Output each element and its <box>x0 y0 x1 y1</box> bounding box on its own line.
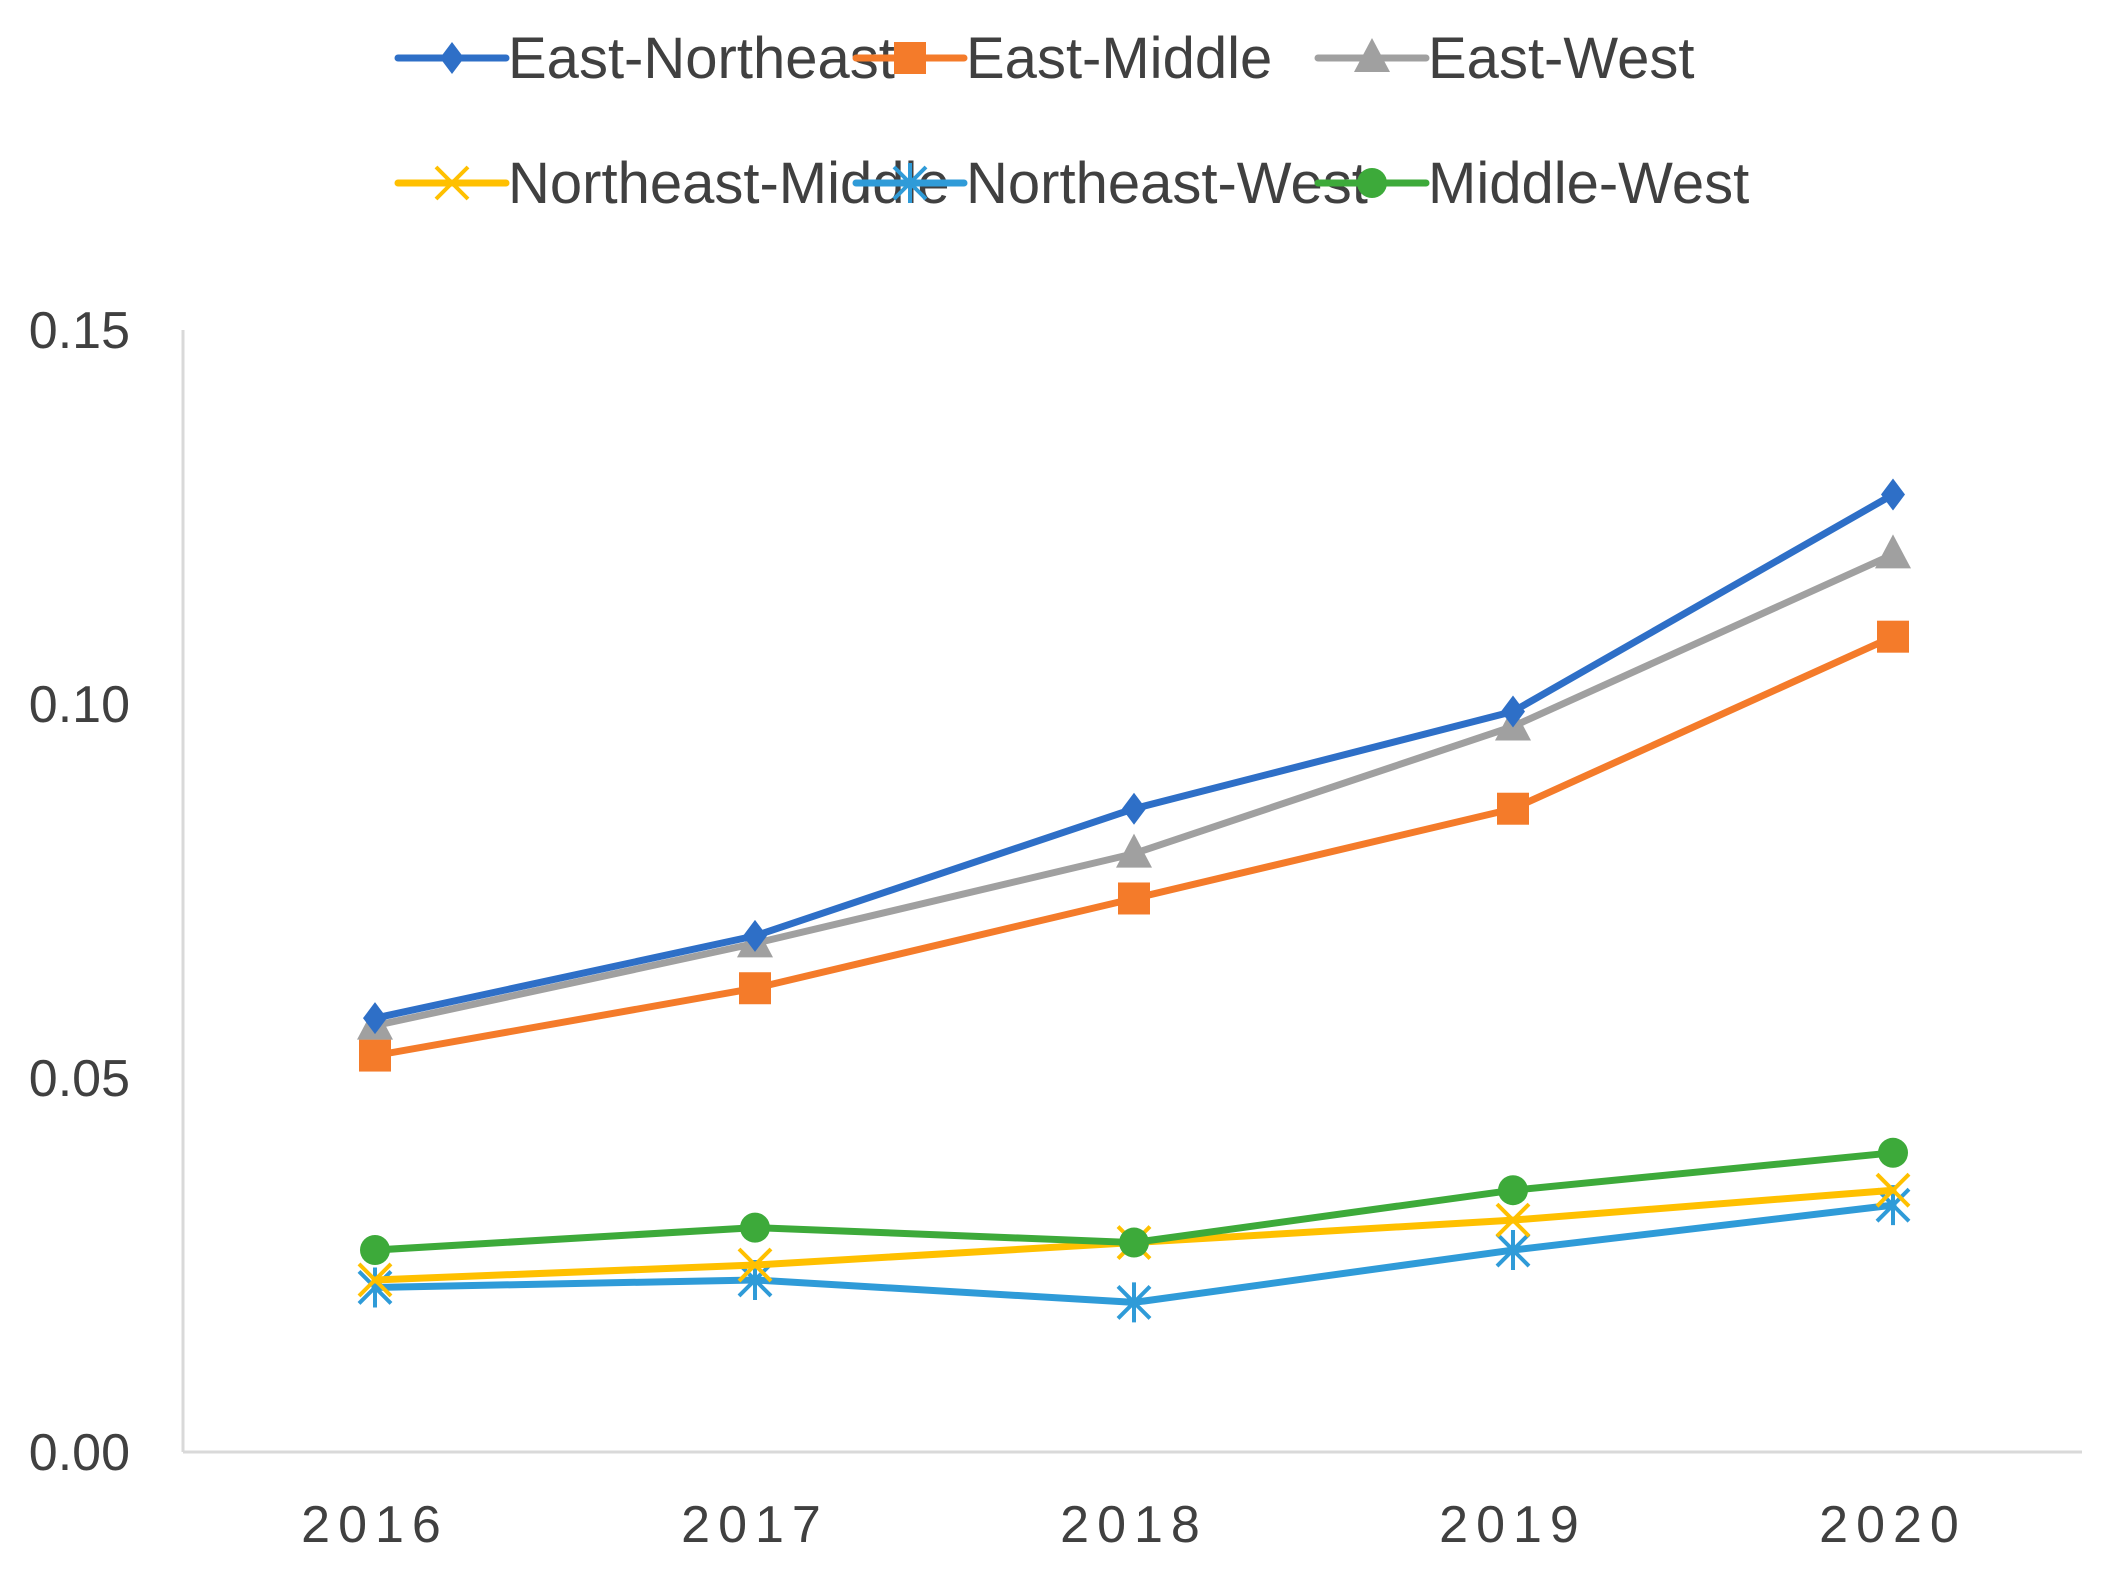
data-point-east-middle <box>359 1039 391 1072</box>
x-tick-label: 2020 <box>1819 1496 1967 1554</box>
data-point-east-northeast <box>363 1002 387 1035</box>
x-tick-label: 2018 <box>1060 1496 1208 1554</box>
series-east-northeast <box>363 478 1905 1035</box>
legend-marker-east-northeast <box>440 42 464 74</box>
y-tick-label: 0.00 <box>29 1424 130 1482</box>
x-tick-label: 2016 <box>301 1496 449 1554</box>
legend-item-middle-west: Middle-West <box>1314 151 1749 216</box>
data-point-northeast-middle <box>1495 1202 1531 1238</box>
y-tick-label: 0.10 <box>29 676 130 734</box>
data-point-east-middle <box>739 972 771 1005</box>
legend-label-east-middle: East-Middle <box>966 26 1272 91</box>
data-point-northeast-middle <box>1875 1172 1911 1208</box>
data-point-northeast-west <box>1116 1282 1152 1323</box>
chart-legend: East-Northeast East-Middle East-West Northe… <box>394 26 1749 216</box>
y-axis-ticks: 0.00 0.05 0.10 0.15 <box>29 302 130 1482</box>
series-east-west <box>357 534 1911 1040</box>
x-tick-label: 2017 <box>681 1496 829 1554</box>
data-point-middle-west <box>1119 1227 1149 1258</box>
data-point-east-west <box>1116 833 1152 868</box>
data-point-east-west <box>1875 534 1911 569</box>
x-axis-ticks: 2016 2017 2018 2019 2020 <box>301 1496 1967 1554</box>
y-tick-label: 0.15 <box>29 302 130 360</box>
series-northeast-west <box>357 1185 1911 1323</box>
legend-marker-east-middle <box>894 42 926 74</box>
legend-marker-east-west <box>1354 38 1390 72</box>
series-east-middle <box>359 620 1909 1072</box>
data-point-middle-west <box>360 1235 390 1266</box>
legend-item-east-middle: East-Middle <box>852 26 1272 91</box>
data-point-middle-west <box>740 1212 770 1243</box>
series-middle-west <box>360 1137 1908 1266</box>
data-point-east-middle <box>1877 620 1909 653</box>
legend-label-east-west: East-West <box>1428 26 1694 91</box>
y-tick-label: 0.05 <box>29 1050 130 1108</box>
data-point-northeast-middle <box>357 1262 393 1298</box>
data-point-east-northeast <box>1501 695 1525 728</box>
data-point-east-middle <box>1118 882 1150 915</box>
data-point-east-northeast <box>1122 792 1146 825</box>
series-layer <box>357 478 1911 1323</box>
legend-item-east-northeast: East-Northeast <box>394 26 895 91</box>
legend-label-east-northeast: East-Northeast <box>508 26 895 91</box>
series-line-east-northeast <box>371 491 1897 1022</box>
data-point-east-middle <box>1497 792 1529 825</box>
legend-marker-middle-west <box>1357 168 1387 198</box>
legend-marker-northeast-west <box>892 163 928 203</box>
chart-axes <box>181 330 2082 1454</box>
data-point-middle-west <box>1498 1175 1528 1206</box>
data-point-east-northeast <box>743 919 767 952</box>
data-point-east-northeast <box>1881 478 1905 511</box>
legend-marker-northeast-middle <box>434 165 470 201</box>
data-point-middle-west <box>1878 1137 1908 1168</box>
legend-item-northeast-west: Northeast-West <box>852 151 1368 216</box>
data-point-northeast-middle <box>737 1247 773 1283</box>
data-point-northeast-west <box>1495 1230 1531 1271</box>
legend-item-east-west: East-West <box>1314 26 1694 91</box>
legend-label-middle-west: Middle-West <box>1428 151 1749 216</box>
legend-label-northeast-west: Northeast-West <box>966 151 1368 216</box>
x-tick-label: 2019 <box>1439 1496 1587 1554</box>
